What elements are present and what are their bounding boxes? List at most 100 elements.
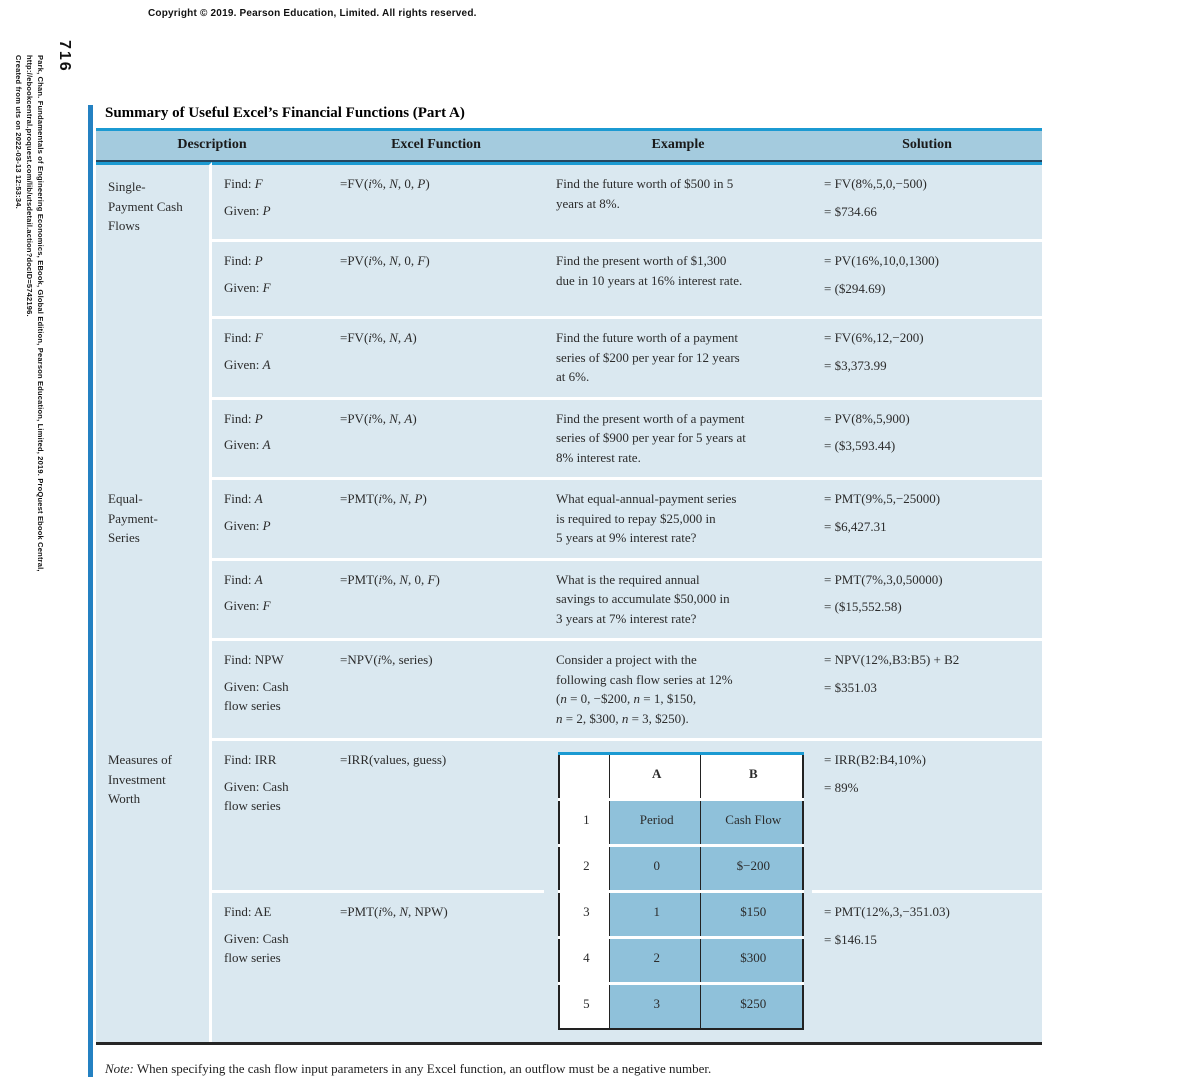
example-cell: What equal-annual-payment series is requi…: [544, 477, 812, 558]
solution-cell: = PV(16%,10,0,1300) = ($294.69): [812, 239, 1042, 316]
find-given-cell: Find: P Given: F: [212, 239, 328, 316]
find-given-cell: Find: A Given: P: [212, 477, 328, 558]
citation-line: http://ebookcentral.proquest.com/lib/uts…: [25, 55, 34, 317]
sheet-row: 3 1 $150: [558, 890, 804, 938]
solution-line: = IRR(B2:B4,10%): [824, 752, 926, 767]
excel-function-cell: =NPV(i%, series): [328, 638, 544, 738]
example-cell: Find the present worth of $1,300 due in 1…: [544, 239, 812, 316]
sheet-cell: Period: [608, 798, 701, 846]
excel-function-cell: =PV(i%, N, A): [328, 396, 544, 478]
find-given-cell: Find: NPW Given: Cash flow series: [212, 638, 328, 738]
given-label: Given: P: [224, 517, 271, 533]
find-label: Find: F: [224, 330, 263, 345]
solution-line: = PMT(7%,3,0,50000): [824, 571, 943, 587]
find-given-cell: Find: F Given: P: [212, 162, 328, 239]
solution-line: = $3,373.99: [824, 357, 887, 373]
spreadsheet: A B 1 Period Cash Flow 2 0 $−200: [558, 752, 804, 1030]
table-row: Find: NPW Given: Cash flow series =NPV(i%…: [96, 638, 1042, 738]
table-row: Find: P Given: A =PV(i%, N, A) Find the …: [96, 396, 1042, 478]
sheet-cell: 1: [608, 890, 701, 938]
sheet-row-number: 2: [558, 844, 610, 892]
page-number: 716: [56, 40, 73, 73]
sheet-header-row: A B: [558, 752, 804, 800]
find-given-cell: Find: F Given: A: [212, 316, 328, 397]
given-label: Given: A: [224, 437, 271, 452]
solution-cell: = NPV(12%,B3:B5) + B2 = $351.03: [812, 638, 1042, 738]
find-label: Find: A: [224, 571, 263, 587]
sheet-col-header: A: [608, 752, 701, 800]
solution-line: = ($3,593.44): [824, 438, 896, 453]
solution-cell: = PMT(12%,3,−351.03) = $146.15: [812, 890, 1042, 1042]
table-row: Find: P Given: F =PV(i%, N, 0, F) Find t…: [96, 239, 1042, 316]
sheet-cell: $−200: [699, 844, 804, 892]
table-title: Summary of Useful Excel’s Financial Func…: [105, 105, 465, 121]
sheet-cell: Cash Flow: [699, 798, 804, 846]
find-given-cell: Find: AE Given: Cash flow series: [212, 890, 328, 1042]
copyright-line: Copyright © 2019. Pearson Education, Lim…: [148, 8, 477, 19]
solution-cell: = PV(8%,5,900) = ($3,593.44): [812, 396, 1042, 478]
find-label: Find: P: [224, 410, 263, 426]
example-cell: Consider a project with the following cas…: [544, 638, 812, 738]
solution-line: = ($15,552.58): [824, 599, 902, 614]
solution-line: = NPV(12%,B3:B5) + B2: [824, 652, 960, 667]
find-label: Find: NPW: [224, 652, 284, 667]
sheet-row: 5 3 $250: [558, 982, 804, 1030]
sheet-row-number: 5: [558, 982, 610, 1030]
note-text: When specifying the cash flow input para…: [136, 1061, 712, 1076]
financial-functions-table: Description Excel Function Example Solut…: [96, 128, 1042, 1045]
solution-cell: = PMT(7%,3,0,50000) = ($15,552.58): [812, 557, 1042, 639]
solution-cell: = FV(8%,5,0,−500) = $734.66: [812, 162, 1042, 239]
given-label: Given: F: [224, 279, 271, 295]
col-header-solution: Solution: [812, 128, 1042, 162]
sheet-row: 2 0 $−200: [558, 844, 804, 892]
solution-line: = FV(8%,5,0,−500): [824, 176, 927, 191]
sheet-row-number: 3: [558, 890, 610, 938]
group-label-cell: Single- Payment Cash Flows: [96, 162, 212, 477]
sheet-corner-cell: [558, 752, 610, 800]
excel-function-cell: =PMT(i%, N, P): [328, 477, 544, 558]
example-spreadsheet-cell: A B 1 Period Cash Flow 2 0 $−200: [544, 738, 812, 1042]
table-note: Note: When specifying the cash flow inpu…: [105, 1061, 1042, 1077]
find-given-cell: Find: P Given: A: [212, 396, 328, 478]
excel-function-cell: =PMT(i%, N, 0, F): [328, 557, 544, 639]
sheet-row-number: 4: [558, 936, 610, 984]
solution-line: = PV(8%,5,900): [824, 410, 910, 426]
col-header-example: Example: [544, 128, 812, 162]
sheet-cell: $250: [699, 982, 804, 1030]
sheet-col-header: B: [699, 752, 804, 800]
example-cell: What is the required annual savings to ac…: [544, 557, 812, 639]
table-row: Equal- Payment- Series Find: A Given: P =P…: [96, 477, 1042, 738]
given-label: Given: Cash flow series: [224, 778, 289, 814]
solution-cell: = PMT(9%,5,−25000) = $6,427.31: [812, 477, 1042, 558]
citation-line: Created from uts on 2022-03-13 12:53:34.: [14, 55, 23, 209]
sheet-cell: 2: [608, 936, 701, 984]
sheet-cell: 3: [608, 982, 701, 1030]
given-label: Given: Cash flow series: [224, 930, 289, 966]
group-label-cell: Measures of Investment Worth: [96, 738, 212, 1042]
col-header-description: Description: [96, 128, 328, 162]
sheet-cell: 0: [608, 844, 701, 892]
summary-table-section: Summary of Useful Excel’s Financial Func…: [88, 105, 1042, 1077]
excel-function-cell: =FV(i%, N, A): [328, 316, 544, 397]
solution-line: = PV(16%,10,0,1300): [824, 253, 939, 268]
solution-cell: = FV(6%,12,−200) = $3,373.99: [812, 316, 1042, 397]
col-header-excel-function: Excel Function: [328, 128, 544, 162]
table-row: Find: F Given: A =FV(i%, N, A) Find the …: [96, 316, 1042, 397]
sheet-cell: $150: [699, 890, 804, 938]
given-label: Given: F: [224, 598, 271, 613]
excel-function-cell: =FV(i%, N, 0, P): [328, 162, 544, 239]
find-label: Find: P: [224, 253, 263, 268]
group-label-cell: Equal- Payment- Series: [96, 477, 212, 738]
example-cell: Find the present worth of a payment serie…: [544, 396, 812, 478]
given-label: Given: P: [224, 202, 271, 218]
table-row: Measures of Investment Worth Find: IRR Giv…: [96, 738, 1042, 1042]
excel-function-cell: =PMT(i%, N, NPW): [328, 890, 544, 1042]
solution-line: = $6,427.31: [824, 518, 887, 534]
sheet-row-number: 1: [558, 798, 610, 846]
sheet-row: 4 2 $300: [558, 936, 804, 984]
book-citation: Park, Chan. Fundamentals of Engineering …: [13, 55, 46, 572]
given-label: Given: A: [224, 356, 271, 372]
find-label: Find: F: [224, 176, 263, 191]
find-given-cell: Find: IRR Given: Cash flow series: [212, 738, 328, 890]
solution-line: = ($294.69): [824, 280, 886, 296]
